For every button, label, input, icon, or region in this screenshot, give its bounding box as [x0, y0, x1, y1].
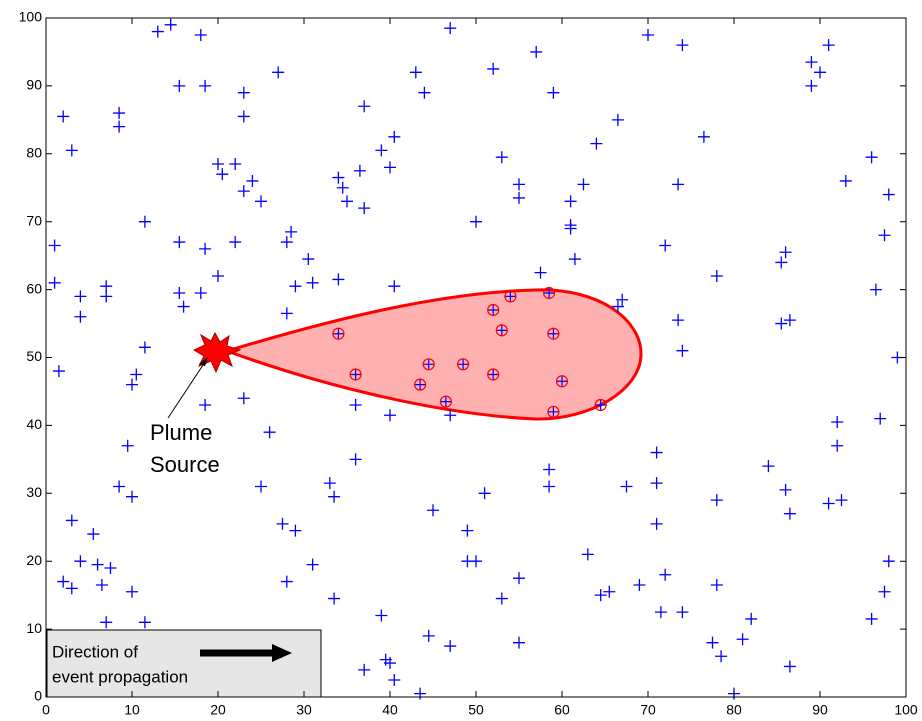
y-tick-label: 10 — [26, 620, 42, 636]
x-tick-label: 60 — [554, 702, 570, 718]
detected-point — [544, 287, 555, 298]
y-tick-label: 100 — [19, 9, 43, 25]
y-tick-label: 20 — [26, 552, 42, 568]
detected-point — [458, 359, 469, 370]
detected-point — [350, 369, 361, 380]
y-tick-label: 30 — [26, 484, 42, 500]
annotation: Plume — [150, 420, 212, 445]
x-tick-label: 30 — [296, 702, 312, 718]
detected-point — [548, 328, 559, 339]
annotation: Source — [150, 452, 220, 477]
chart: Plume Source Direction of event propagat… — [0, 0, 922, 721]
y-tick-label: 60 — [26, 280, 42, 296]
x-tick-label: 0 — [42, 702, 50, 718]
x-tick-label: 70 — [640, 702, 656, 718]
legend-box — [47, 630, 321, 697]
y-tick-label: 40 — [26, 416, 42, 432]
y-tick-label: 70 — [26, 212, 42, 228]
detected-point — [557, 376, 568, 387]
y-tick-label: 50 — [26, 348, 42, 364]
x-tick-label: 10 — [124, 702, 140, 718]
detected-point — [496, 325, 507, 336]
box-text: Direction of — [52, 642, 138, 661]
y-tick-label: 90 — [26, 77, 42, 93]
detected-point — [333, 328, 344, 339]
detected-point — [548, 406, 559, 417]
y-tick-label: 0 — [34, 688, 42, 704]
detected-point — [488, 369, 499, 380]
detected-point — [488, 304, 499, 315]
x-tick-label: 80 — [726, 702, 742, 718]
detected-point — [440, 396, 451, 407]
x-tick-label: 90 — [812, 702, 828, 718]
y-tick-label: 80 — [26, 145, 42, 161]
detected-point — [505, 291, 516, 302]
detected-point — [423, 359, 434, 370]
detected-point — [415, 379, 426, 390]
box-text: event propagation — [52, 667, 188, 686]
x-tick-label: 40 — [382, 702, 398, 718]
x-tick-label: 50 — [468, 702, 484, 718]
detected-point — [595, 400, 606, 411]
x-tick-label: 20 — [210, 702, 226, 718]
x-tick-label: 100 — [894, 702, 918, 718]
